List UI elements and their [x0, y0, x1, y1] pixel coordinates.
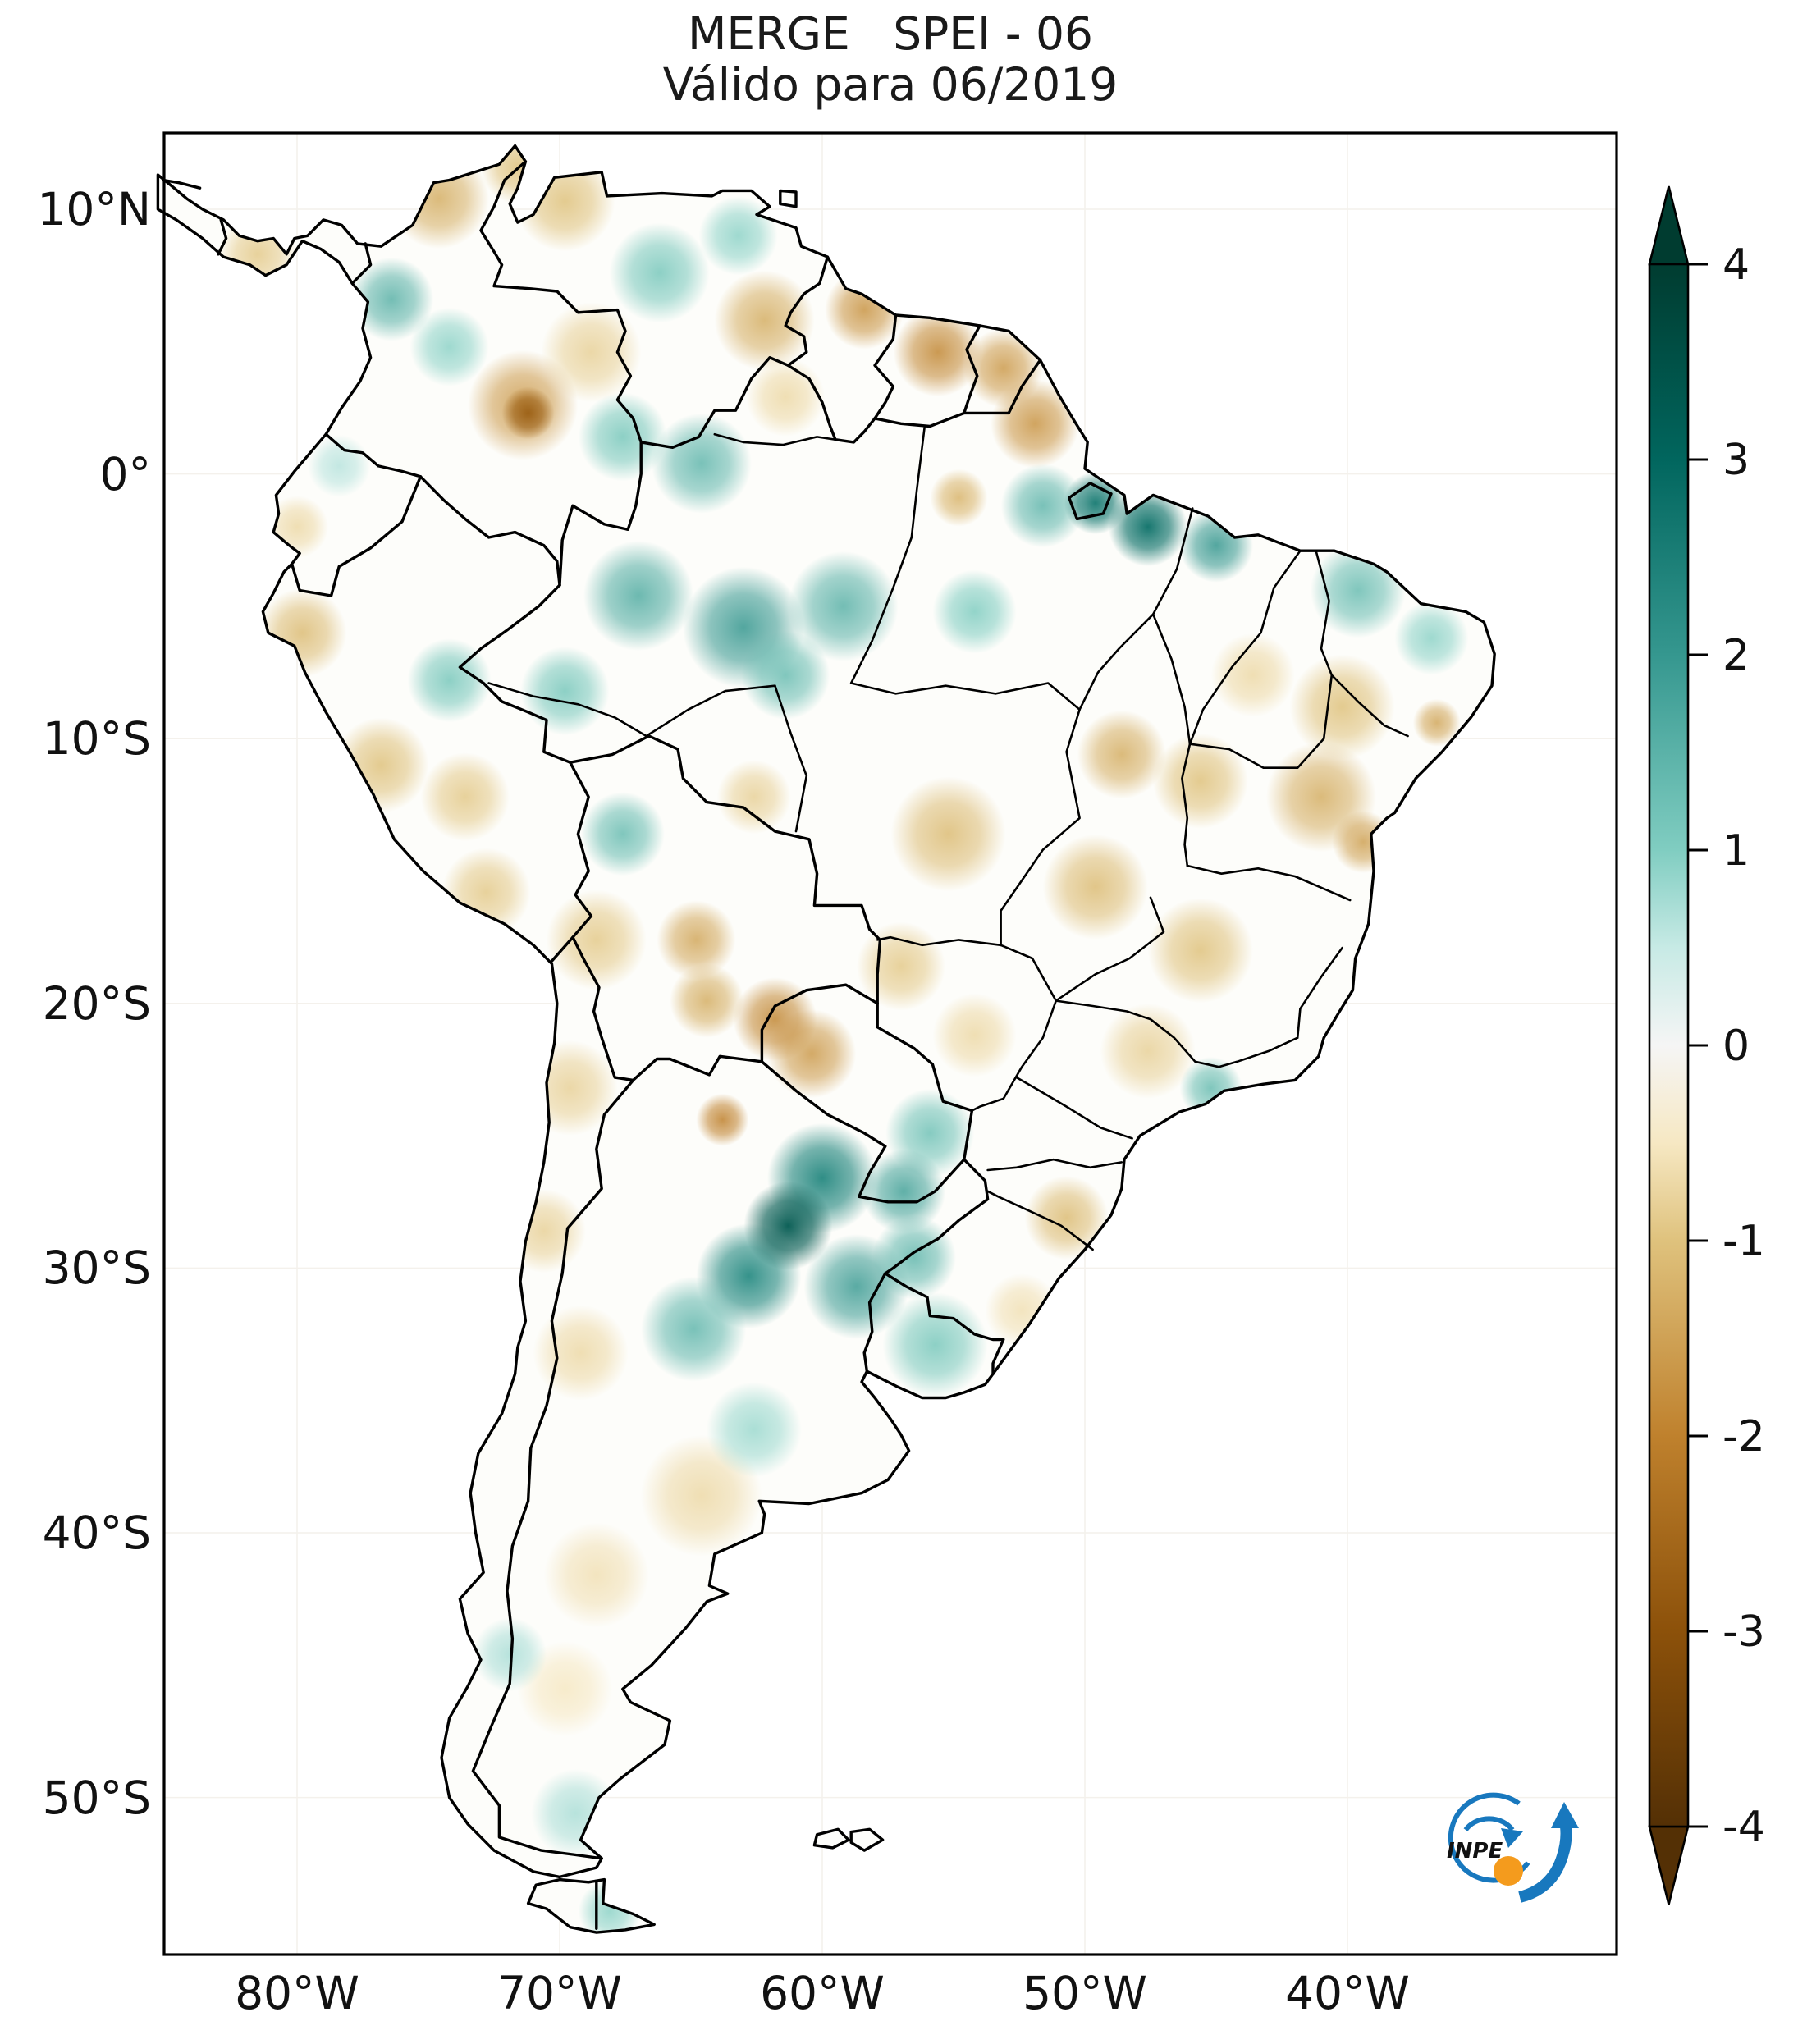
region-peru-coast-s-dry	[441, 848, 531, 937]
region-upper-rio-negro-wet	[578, 392, 667, 482]
region-sao-paulo-dry	[1100, 1003, 1196, 1099]
colorbar-gradient	[1648, 263, 1690, 1828]
region-ne-argentina-wet-core	[743, 1181, 833, 1270]
region-nw-venezuela-dry	[515, 151, 615, 252]
x-tick-label: 60°W	[760, 1967, 885, 2019]
x-tick-label: 40°W	[1285, 1967, 1410, 2019]
region-salta-dry-spot	[696, 1093, 749, 1146]
y-tick-label: 10°S	[43, 712, 151, 765]
region-c-amazon-wet-w	[583, 541, 693, 651]
region-s-patagonia-wet	[531, 1769, 620, 1858]
region-acre-wet	[520, 647, 610, 736]
region-buenos-aires-s-wet	[706, 1382, 802, 1478]
region-mato-grosso-dry	[890, 776, 1006, 892]
region-peru-coast-c-dry	[333, 717, 429, 813]
inpe-logo-arrowhead-down	[1501, 1828, 1523, 1848]
region-ne-para-wet	[1000, 464, 1085, 548]
region-santa-cruz-dry	[657, 900, 736, 980]
colorbar-tick-label: 1	[1723, 826, 1750, 876]
colorbar-tick-label: 4	[1723, 240, 1750, 290]
region-xingu-wet	[932, 569, 1017, 654]
region-ms-south-dry	[932, 993, 1017, 1077]
region-chuquisaca-dry	[670, 963, 744, 1038]
region-tocantins-dry	[1077, 710, 1166, 799]
region-peru-andes-dry	[420, 752, 510, 842]
country-borders	[162, 160, 1042, 1930]
region-cordoba-wet	[641, 1276, 747, 1382]
y-tick-label: 20°S	[43, 977, 151, 1030]
region-beni-wet	[580, 792, 665, 876]
region-rondonia-dry	[716, 760, 791, 835]
region-rs-west-wet	[872, 1215, 956, 1300]
state-borders	[487, 425, 1409, 1251]
inpe-logo-arrowhead-up	[1551, 1802, 1579, 1828]
x-tick-label: 50°W	[1023, 1967, 1147, 2019]
axes-frame	[162, 131, 1618, 1956]
colorbar-arrow-down	[1648, 1825, 1690, 1905]
x-tick-label: 80°W	[235, 1967, 359, 2019]
colorbar-tick-label: -4	[1723, 1803, 1765, 1852]
y-tick-label: 0°	[100, 448, 152, 501]
inpe-logo-orange-ball	[1494, 1856, 1523, 1886]
colorbar: 4 3 2 1 0 -1 -2 -3 -4	[1648, 185, 1765, 1905]
inpe-logo-inner-swirl	[1463, 1816, 1515, 1831]
region-rn-pb-wet	[1394, 601, 1469, 675]
y-tick-label: 40°S	[43, 1507, 151, 1559]
region-suriname-dry	[893, 308, 982, 397]
colorbar-tick-label: -1	[1723, 1217, 1765, 1266]
colorbar-tick-label: -2	[1723, 1412, 1765, 1461]
region-amazon-mouth-wet	[1064, 472, 1127, 535]
y-tick-label: 10°N	[37, 183, 151, 235]
colorbar-tick-label: 2	[1723, 631, 1750, 680]
region-c-amazon-wet-e	[788, 551, 899, 661]
region-magdalena-wet	[409, 307, 489, 386]
region-goias-dry	[1042, 834, 1148, 940]
region-altiplano-dry	[546, 889, 647, 990]
x-axis-labels: 80°W 70°W 60°W 50°W 40°W	[235, 1967, 1410, 2019]
x-tick-label: 70°W	[497, 1967, 622, 2019]
region-sc-rs-dry	[1024, 1176, 1109, 1260]
colorbar-arrow-up	[1648, 185, 1690, 266]
region-n-para-dry-spot	[930, 469, 988, 527]
region-pantanal-dry	[857, 921, 945, 1011]
region-cuyo-dry	[533, 1305, 629, 1401]
region-minas-dry	[1147, 898, 1253, 1004]
region-ne-coast-dry-spot	[1412, 698, 1461, 747]
region-n-patagonia-dry	[543, 1522, 649, 1628]
coastline	[156, 144, 1496, 1934]
figure-subtitle: Válido para 06/2019	[662, 58, 1119, 111]
y-axis-labels: 10°N 0° 10°S 20°S 30°S 40°S 50°S	[37, 183, 151, 1824]
colorbar-tick-label: 0	[1723, 1022, 1750, 1071]
region-madeira-wet	[741, 630, 830, 720]
region-n-amazonas-wet	[651, 413, 752, 514]
y-tick-label: 50°S	[43, 1772, 151, 1824]
region-caribbean-colombia-dry	[388, 149, 489, 249]
colorbar-tick-label: -3	[1723, 1607, 1765, 1657]
region-chile-center-dry	[501, 1189, 586, 1273]
inpe-logo: INPE	[1447, 1792, 1579, 1903]
region-central-venezuela-wet	[609, 222, 710, 323]
region-llanos-dry	[541, 302, 642, 403]
region-ne-interior-dry	[1289, 654, 1395, 760]
figure-title: MERGE SPEI - 06	[687, 7, 1094, 60]
colorbar-tick-label: 3	[1723, 436, 1750, 485]
region-guyana-highlands-dry	[714, 270, 815, 371]
region-se-colombia-dry-core	[501, 386, 555, 440]
region-choco-wet	[350, 257, 434, 341]
region-french-guiana-dry	[963, 328, 1043, 408]
region-andes-patagonia-wet	[473, 1617, 547, 1692]
region-misiones-wet	[862, 1149, 946, 1233]
region-w-bahia-dry	[1152, 733, 1248, 829]
inpe-logo-big-arrow	[1518, 1826, 1572, 1903]
region-tierra-del-fuego-wet	[578, 1880, 641, 1933]
region-uruguay-wet	[882, 1292, 988, 1397]
region-bolivia-chaco-dry	[733, 977, 817, 1062]
inpe-logo-text: INPE	[1447, 1839, 1503, 1863]
region-guyana-coast-dry	[825, 270, 904, 350]
y-tick-label: 30°S	[43, 1241, 151, 1294]
region-piaui-dry	[1210, 633, 1295, 717]
